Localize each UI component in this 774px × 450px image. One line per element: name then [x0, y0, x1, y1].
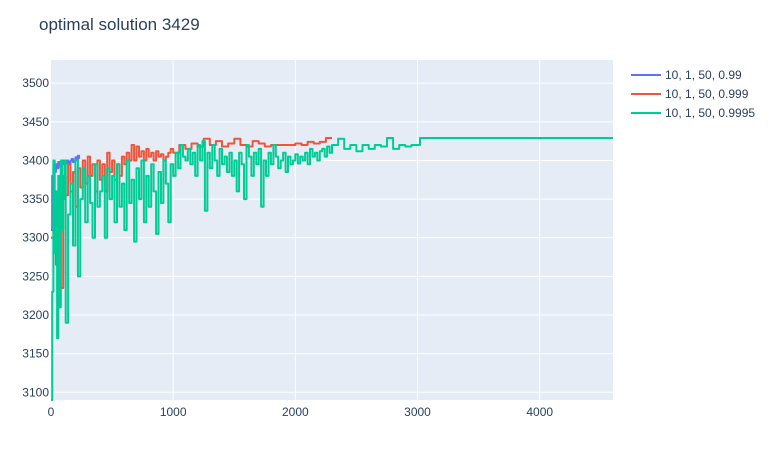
legend-label: 10, 1, 50, 0.99 — [665, 68, 742, 82]
x-gridlines — [172, 60, 541, 400]
y-tick-label: 3350 — [22, 192, 49, 206]
chart-title: optimal solution 3429 — [39, 15, 200, 34]
x-tick-label: 4000 — [526, 405, 553, 419]
series-line-2 — [51, 137, 613, 401]
series-lines — [51, 137, 613, 401]
y-tick-label: 3250 — [22, 269, 49, 283]
x-axis: 0 1000 2000 3000 4000 — [48, 405, 554, 419]
y-tick-label: 3400 — [22, 153, 49, 167]
y-tick-label: 3500 — [22, 76, 49, 90]
legend-item[interactable]: 10, 1, 50, 0.9995 — [631, 106, 755, 120]
y-tick-label: 3200 — [22, 308, 49, 322]
legend-item[interactable]: 10, 1, 50, 0.99 — [631, 68, 742, 82]
y-tick-label: 3450 — [22, 115, 49, 129]
legend-label: 10, 1, 50, 0.999 — [665, 87, 749, 101]
x-tick-label: 0 — [48, 405, 55, 419]
y-tick-label: 3150 — [22, 347, 49, 361]
y-tick-label: 3300 — [22, 231, 49, 245]
legend-label: 10, 1, 50, 0.9995 — [665, 106, 755, 120]
y-axis: 3100 3150 3200 3250 3300 3350 3400 3450 3500 — [22, 76, 49, 399]
plot-area — [51, 60, 613, 400]
y-tick-label: 3100 — [22, 385, 49, 399]
x-tick-label: 2000 — [282, 405, 309, 419]
x-tick-label: 3000 — [404, 405, 431, 419]
x-tick-label: 1000 — [160, 405, 187, 419]
legend-item[interactable]: 10, 1, 50, 0.999 — [631, 87, 749, 101]
legend[interactable]: 10, 1, 50, 0.99 10, 1, 50, 0.999 10, 1, 50… — [631, 68, 755, 120]
